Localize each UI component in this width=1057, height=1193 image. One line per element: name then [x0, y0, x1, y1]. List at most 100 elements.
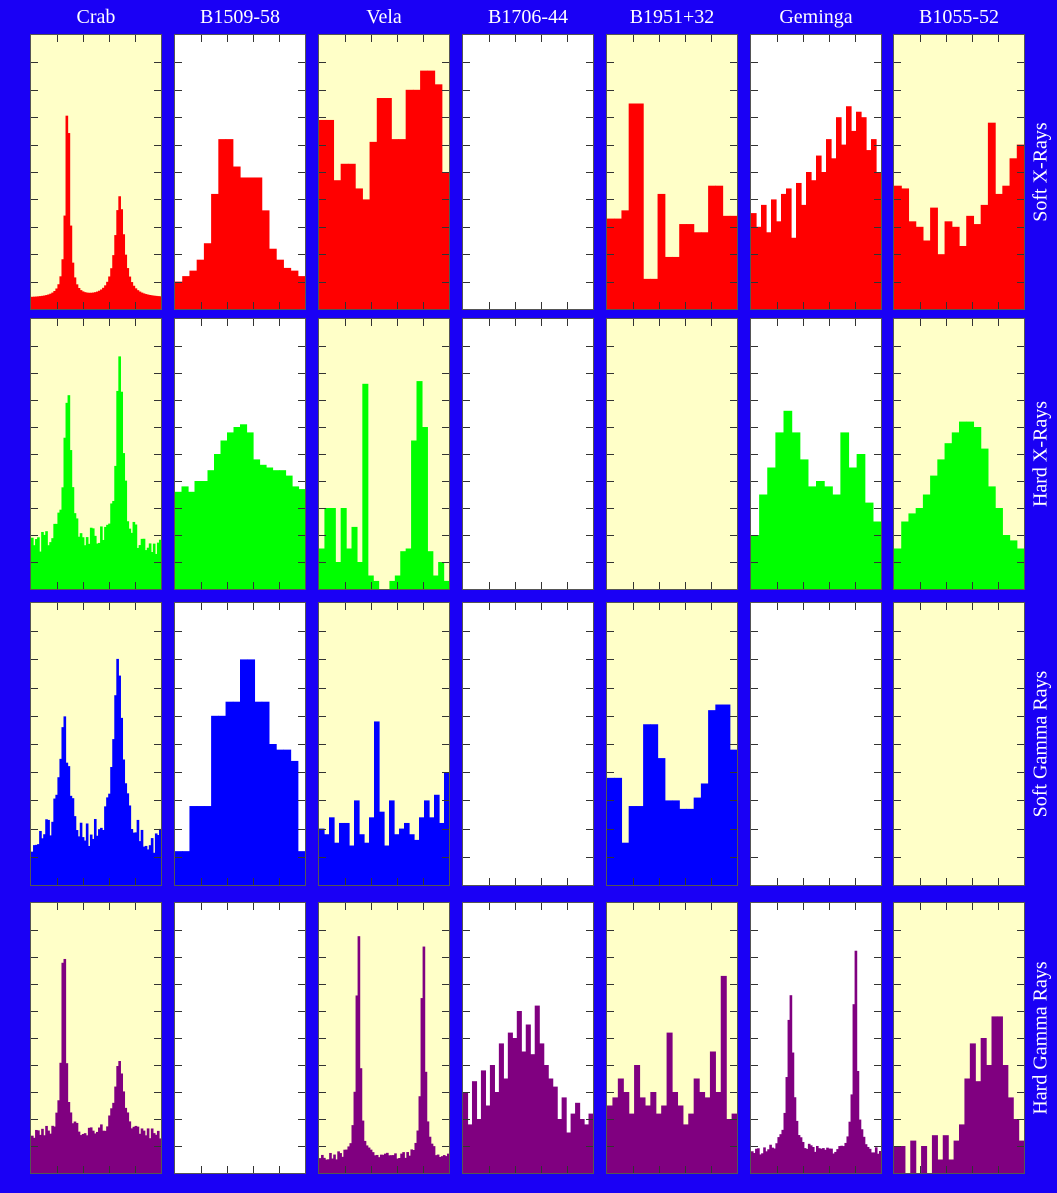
profile-bar	[108, 793, 111, 885]
profile-bar	[142, 293, 146, 309]
profile-bar	[319, 828, 325, 885]
profile-bar	[1013, 1119, 1020, 1173]
profile-bar	[319, 548, 326, 589]
profile-bar	[87, 543, 91, 589]
profile-bar	[75, 830, 79, 885]
profile-bar	[156, 296, 160, 309]
profile-bar	[709, 1051, 716, 1173]
profile-bar	[91, 292, 95, 309]
profile-bar	[45, 1125, 48, 1173]
profile-bar	[47, 545, 50, 589]
profile-bar	[557, 1119, 563, 1173]
profile-bar	[617, 1078, 624, 1173]
profile-bar	[363, 1140, 367, 1173]
profile-bar	[826, 139, 832, 309]
profile-bar	[324, 508, 331, 589]
profile-bar	[643, 724, 651, 885]
profile-bar	[128, 1121, 132, 1173]
profile-bar	[359, 834, 365, 885]
panel-hard-x-rays-vela	[318, 318, 450, 590]
profile-bar	[96, 835, 99, 885]
profile-plot	[894, 35, 1024, 309]
profile-bar	[134, 832, 138, 885]
profile-bar	[57, 1100, 61, 1173]
profile-bar	[995, 193, 1003, 309]
profile-bar	[146, 849, 150, 885]
profile-bar	[722, 704, 731, 885]
profile-bar	[65, 402, 69, 589]
profile-bar	[359, 1068, 363, 1173]
profile-bar	[148, 845, 152, 885]
profile-bar	[438, 562, 445, 589]
panel-hard-gamma-rays-vela	[318, 902, 450, 1174]
profile-bar	[757, 1148, 760, 1173]
profile-bar	[1002, 535, 1011, 589]
profile-bar	[261, 210, 270, 309]
profile-bar	[930, 475, 938, 589]
profile-bar	[362, 383, 369, 589]
profile-plot	[175, 35, 305, 309]
profile-bar	[831, 158, 837, 309]
profile-bar	[793, 1097, 797, 1173]
profile-bar	[182, 276, 191, 309]
profile-bar	[525, 1024, 531, 1173]
profile-bar	[991, 1016, 998, 1173]
profile-bar	[73, 513, 77, 589]
profile-bar	[214, 454, 222, 589]
profile-bar	[175, 851, 183, 885]
profile-bar	[35, 296, 38, 309]
profile-bar	[146, 294, 150, 309]
profile-bar	[132, 832, 136, 885]
profile-bar	[189, 806, 198, 885]
profile-bar	[87, 292, 91, 309]
profile-bar	[628, 103, 637, 309]
profile-bar	[218, 139, 227, 309]
profile-bar	[196, 806, 205, 885]
profile-bar	[55, 1112, 59, 1173]
profile-bar	[548, 1078, 554, 1173]
profile-bar	[128, 276, 132, 309]
profile-bar	[138, 841, 142, 885]
profile-bar	[607, 1105, 614, 1173]
tick-marks	[175, 603, 305, 885]
profile-bar	[57, 284, 61, 309]
profile-bar	[31, 1135, 34, 1173]
profile-bar	[93, 1133, 97, 1173]
profile-bar	[650, 278, 659, 309]
profile-bar	[53, 523, 56, 589]
profile-bar	[104, 526, 107, 589]
profile-bar	[329, 1152, 332, 1173]
profile-bar	[894, 548, 902, 589]
profile-bars	[607, 704, 737, 885]
profile-bar	[959, 1124, 966, 1173]
profile-bar	[427, 551, 434, 589]
profile-bar	[57, 777, 61, 885]
profile-bar	[112, 1102, 115, 1173]
tick-marks	[31, 903, 161, 1173]
profile-bar	[89, 292, 93, 309]
profile-bar	[846, 106, 852, 309]
profile-bar	[811, 180, 817, 309]
profile-bar	[340, 163, 349, 309]
profile-bar	[35, 539, 38, 589]
profile-bar	[751, 1151, 754, 1173]
profile-bar	[801, 204, 807, 309]
profile-bar	[973, 224, 982, 309]
profile-bar	[81, 291, 85, 309]
profile-bar	[120, 391, 124, 589]
profile-bar	[146, 547, 150, 589]
profile-bar	[138, 1133, 142, 1173]
profile-bar	[775, 432, 785, 589]
profile-bar	[878, 1151, 881, 1173]
profile-bar	[73, 1121, 77, 1173]
row-label-hard-gamma-rays: Hard Gamma Rays	[1029, 961, 1052, 1115]
panel-hard-x-rays-b1509-58	[174, 318, 306, 590]
profile-bar	[776, 221, 782, 309]
tick-marks	[31, 35, 161, 309]
profile-bar	[394, 834, 400, 885]
profile-bar	[872, 1152, 876, 1173]
profile-bar	[507, 1032, 513, 1173]
profile-bar	[154, 553, 158, 589]
profile-bar	[777, 1137, 781, 1173]
profile-bar	[47, 294, 50, 309]
